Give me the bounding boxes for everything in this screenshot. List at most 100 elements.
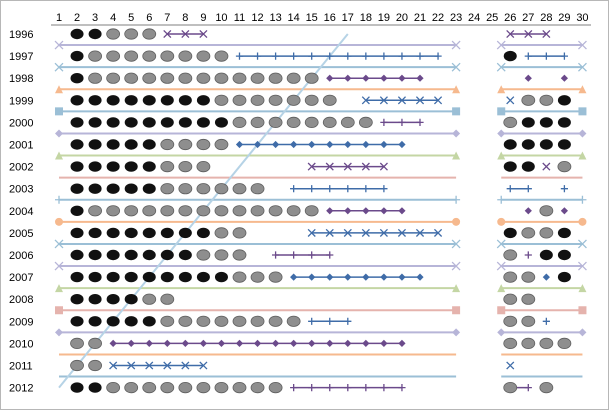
- band-marker: [577, 239, 587, 249]
- series-marker: [344, 140, 352, 149]
- band-marker: [452, 129, 461, 138]
- series-marker: [416, 74, 424, 82]
- series-marker: [308, 339, 316, 347]
- black-dot: [539, 139, 553, 150]
- gray-dot: [214, 72, 229, 84]
- black-dot: [142, 139, 156, 150]
- y-tick-label: 2010: [9, 338, 33, 350]
- black-dot: [178, 95, 192, 106]
- gray-dot: [142, 28, 157, 40]
- series-marker: [325, 228, 334, 237]
- band-marker: [451, 62, 461, 72]
- gray-dot: [178, 50, 193, 62]
- gray-dot: [142, 293, 157, 305]
- gray-dot: [88, 205, 102, 217]
- series-marker: [344, 74, 352, 82]
- black-dot: [178, 249, 192, 261]
- black-dot: [88, 183, 102, 194]
- black-dot: [124, 227, 138, 239]
- series-marker: [326, 185, 334, 193]
- band-marker: [452, 195, 461, 204]
- black-dot: [70, 73, 84, 84]
- band-marker: [497, 217, 506, 226]
- series-marker: [560, 207, 568, 215]
- gray-dot: [160, 50, 175, 62]
- black-dot: [106, 183, 120, 194]
- gray-dot: [304, 116, 319, 129]
- series-marker: [199, 361, 208, 370]
- series-marker: [272, 251, 280, 259]
- gray-dot: [304, 72, 319, 84]
- gray-dot: [196, 50, 211, 62]
- x-tick-label: 3: [92, 12, 98, 24]
- series-marker: [344, 273, 352, 281]
- gray-dot: [250, 116, 265, 129]
- gray-dot: [503, 271, 518, 283]
- band-marker: [497, 129, 506, 138]
- y-tick-label: 1997: [9, 51, 33, 63]
- black-dot: [142, 271, 156, 283]
- series-marker: [416, 52, 424, 60]
- gray-dot: [232, 205, 247, 217]
- gray-dot: [539, 381, 554, 394]
- black-dot: [521, 139, 535, 150]
- band-marker: [55, 85, 63, 94]
- black-dot: [557, 249, 571, 261]
- black-dot: [70, 28, 84, 40]
- black-dot: [70, 95, 84, 106]
- x-tick-label: 17: [342, 12, 354, 24]
- black-dot: [160, 271, 174, 283]
- series-marker: [398, 118, 406, 126]
- series-marker: [524, 384, 532, 392]
- band-marker: [497, 107, 506, 116]
- x-tick-label: 29: [558, 12, 570, 24]
- series-marker: [307, 228, 316, 237]
- series-marker: [560, 74, 568, 82]
- black-dot: [88, 28, 102, 40]
- series-marker: [326, 273, 334, 281]
- black-dot: [142, 316, 156, 327]
- gray-dot: [268, 72, 283, 84]
- series-marker: [253, 52, 262, 60]
- black-dot: [88, 271, 102, 283]
- series-marker: [398, 52, 406, 60]
- black-dot: [124, 117, 138, 128]
- gray-dot: [196, 138, 211, 151]
- x-tick-label: 28: [540, 12, 552, 24]
- black-dot: [106, 95, 120, 106]
- band-marker: [55, 328, 63, 337]
- black-dot: [196, 227, 210, 239]
- series-marker: [397, 96, 407, 105]
- series-marker: [308, 251, 316, 259]
- black-dot: [124, 249, 138, 261]
- series-marker: [542, 273, 550, 281]
- series-marker: [109, 361, 118, 370]
- y-tick-label: 2011: [9, 361, 33, 373]
- series-marker: [163, 339, 171, 347]
- black-dot: [142, 227, 156, 239]
- series-marker: [253, 140, 262, 149]
- band-marker: [55, 284, 63, 293]
- gray-dot: [160, 72, 175, 84]
- band-marker: [578, 195, 587, 204]
- band-marker: [497, 284, 506, 293]
- black-dot: [196, 271, 210, 283]
- black-dot: [142, 183, 156, 194]
- black-dot: [557, 227, 571, 239]
- gray-dot: [268, 205, 283, 217]
- y-tick-label: 2009: [9, 316, 33, 328]
- series-marker: [380, 207, 388, 215]
- gray-dot: [539, 227, 554, 239]
- band-marker: [496, 261, 506, 271]
- gray-dot: [232, 227, 247, 239]
- black-dot: [124, 139, 138, 150]
- series-marker: [145, 339, 153, 347]
- series-marker: [362, 185, 370, 193]
- gray-dot: [106, 381, 121, 394]
- black-dot: [503, 139, 517, 150]
- gray-dot: [557, 337, 572, 349]
- band-marker: [54, 261, 64, 271]
- black-dot: [70, 161, 84, 172]
- black-dot: [106, 161, 120, 172]
